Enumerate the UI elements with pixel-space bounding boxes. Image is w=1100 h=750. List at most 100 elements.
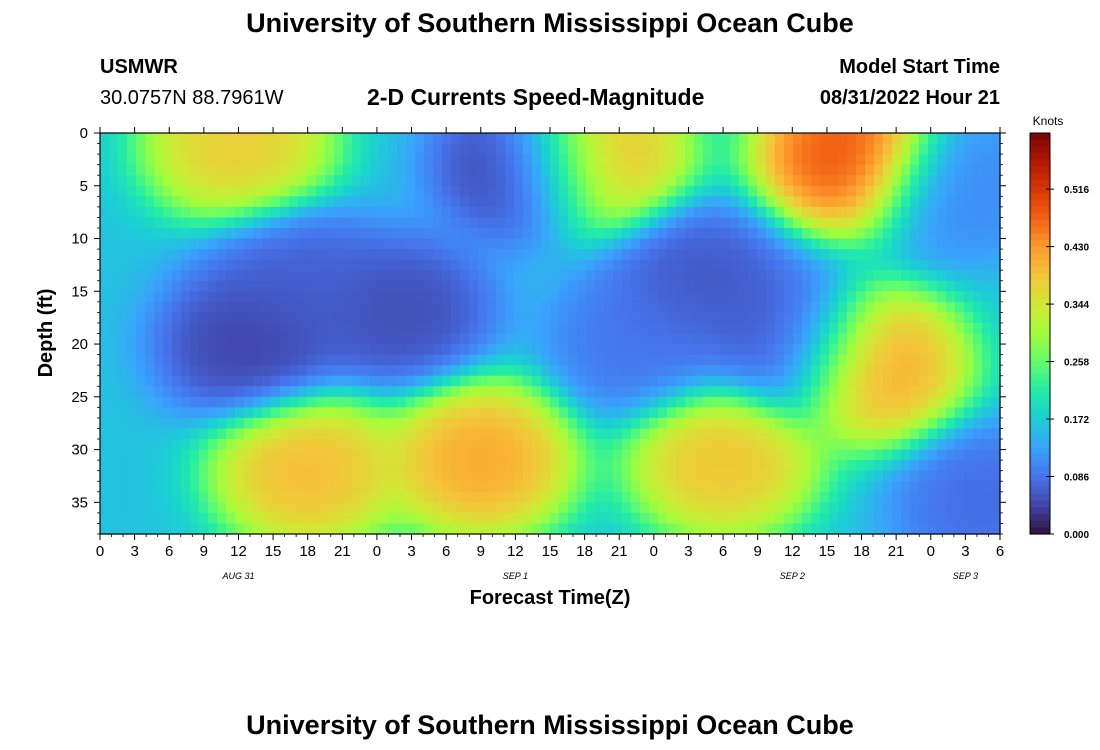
heatmap-cell <box>847 428 857 440</box>
heatmap-cell <box>568 523 578 535</box>
heatmap-cell <box>388 270 398 282</box>
heatmap-cell <box>433 322 443 335</box>
heatmap-cell <box>424 491 434 503</box>
heatmap-cell <box>298 439 308 451</box>
heatmap-cell <box>973 354 983 366</box>
heatmap-cell <box>460 238 470 250</box>
heatmap-cell <box>496 512 506 525</box>
heatmap-cell <box>694 312 704 324</box>
heatmap-cell <box>676 259 686 271</box>
heatmap-cell <box>739 196 749 208</box>
heatmap-cell <box>973 175 983 187</box>
heatmap-cell <box>703 238 713 250</box>
heatmap-cell <box>100 154 110 166</box>
heatmap-cell <box>514 354 524 366</box>
heatmap-cell <box>496 206 506 219</box>
heatmap-cell <box>271 333 281 345</box>
heatmap-cell <box>442 344 452 356</box>
heatmap-cell <box>946 238 956 250</box>
heatmap-cell <box>901 133 911 145</box>
heatmap-cell <box>208 417 218 430</box>
heatmap-cell <box>550 449 560 461</box>
heatmap-cell <box>361 217 371 229</box>
heatmap-cell <box>244 481 254 493</box>
heatmap-cell <box>793 396 803 408</box>
heatmap-cell <box>397 428 407 440</box>
heatmap-cell <box>811 407 821 419</box>
heatmap-cell <box>289 386 299 398</box>
heatmap-cell <box>559 491 569 503</box>
heatmap-cell <box>361 143 371 155</box>
heatmap-cell <box>811 439 821 451</box>
heatmap-cell <box>505 280 515 292</box>
heatmap-cell <box>829 154 839 166</box>
heatmap-cell <box>793 270 803 282</box>
heatmap-cell <box>631 227 641 240</box>
heatmap-cell <box>415 270 425 282</box>
heatmap-cell <box>586 439 596 451</box>
heatmap-cell <box>289 154 299 166</box>
heatmap-cell <box>766 164 776 176</box>
heatmap-cell <box>352 502 362 514</box>
heatmap-cell <box>172 238 182 250</box>
heatmap-cell <box>550 512 560 525</box>
heatmap-cell <box>406 354 416 366</box>
heatmap-cell <box>397 196 407 208</box>
heatmap-cell <box>352 238 362 250</box>
heatmap-cell <box>586 365 596 377</box>
heatmap-cell <box>514 449 524 461</box>
heatmap-cell <box>469 238 479 250</box>
heatmap-cell <box>280 175 290 187</box>
heatmap-cell <box>415 133 425 145</box>
heatmap-cell <box>217 365 227 377</box>
heatmap-cell <box>586 523 596 535</box>
heatmap-cell <box>469 249 479 261</box>
heatmap-cell <box>694 175 704 187</box>
heatmap-cell <box>127 249 137 261</box>
heatmap-cell <box>253 491 263 503</box>
colorbar-segment <box>1030 386 1050 395</box>
heatmap-cell <box>127 143 137 155</box>
heatmap-cell <box>964 259 974 271</box>
heatmap-cell <box>982 301 992 313</box>
heatmap-cell <box>280 217 290 229</box>
heatmap-cell <box>802 386 812 398</box>
heatmap-cell <box>523 185 533 197</box>
heatmap-cell <box>847 417 857 430</box>
heatmap-cell <box>145 439 155 451</box>
heatmap-cell <box>757 396 767 408</box>
heatmap-cell <box>937 133 947 145</box>
heatmap-cell <box>487 143 497 155</box>
heatmap-cell <box>955 291 965 303</box>
heatmap-cell <box>469 196 479 208</box>
heatmap-cell <box>163 512 173 525</box>
heatmap-cell <box>379 523 389 535</box>
heatmap-cell <box>397 386 407 398</box>
heatmap-cell <box>208 312 218 324</box>
heatmap-cell <box>199 217 209 229</box>
heatmap-cell <box>766 386 776 398</box>
heatmap-cell <box>217 396 227 408</box>
heatmap-cell <box>847 270 857 282</box>
heatmap-cell <box>811 502 821 514</box>
heatmap-cell <box>982 154 992 166</box>
heatmap-cell <box>856 491 866 503</box>
heatmap-cell <box>901 185 911 197</box>
heatmap-cell <box>253 154 263 166</box>
colorbar-segment <box>1030 433 1050 442</box>
heatmap-cell <box>586 249 596 261</box>
heatmap-cell <box>649 291 659 303</box>
heatmap-cell <box>532 217 542 229</box>
heatmap-cell <box>397 470 407 482</box>
heatmap-cell <box>937 238 947 250</box>
heatmap-cell <box>865 270 875 282</box>
colorbar-segment <box>1030 306 1050 315</box>
heatmap-cell <box>217 196 227 208</box>
heatmap-cell <box>532 512 542 525</box>
heatmap-cell <box>532 133 542 145</box>
heatmap-cell <box>343 396 353 408</box>
heatmap-cell <box>748 259 758 271</box>
heatmap-cell <box>919 523 929 535</box>
heatmap-cell <box>712 238 722 250</box>
heatmap-cell <box>100 270 110 282</box>
